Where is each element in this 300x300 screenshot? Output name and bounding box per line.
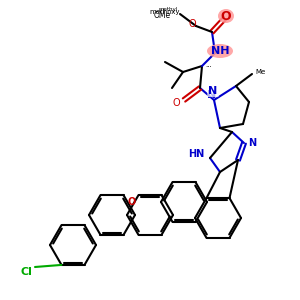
Ellipse shape	[218, 9, 234, 23]
Text: N: N	[207, 90, 217, 100]
Text: O: O	[188, 19, 196, 29]
Text: O: O	[127, 197, 135, 207]
Text: Me: Me	[255, 69, 265, 75]
Text: methyl: methyl	[158, 7, 178, 12]
Text: methoxy: methoxy	[150, 9, 180, 15]
Text: HN: HN	[188, 149, 204, 159]
Text: O: O	[221, 10, 231, 22]
Text: OMe: OMe	[153, 11, 171, 20]
Ellipse shape	[207, 44, 233, 58]
Text: ···: ···	[205, 64, 212, 70]
Text: NH: NH	[211, 46, 229, 56]
Text: N: N	[208, 86, 217, 96]
Text: Cl: Cl	[20, 267, 32, 277]
Text: O: O	[172, 98, 180, 108]
Text: N: N	[248, 138, 256, 148]
